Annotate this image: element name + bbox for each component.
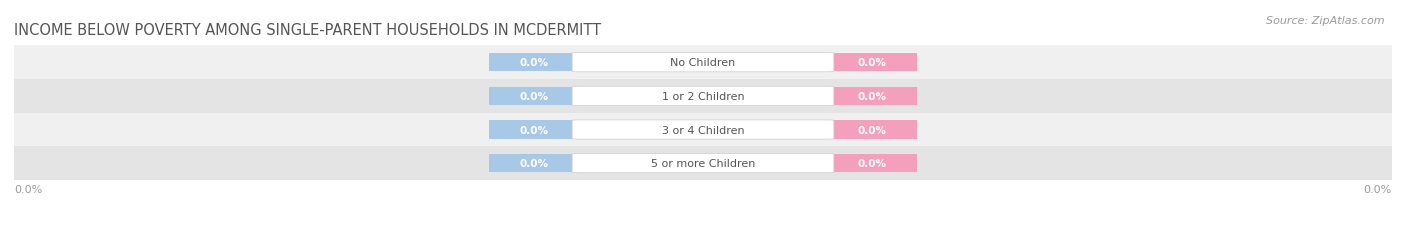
Text: 0.0%: 0.0% [520, 125, 548, 135]
Text: 0.0%: 0.0% [858, 158, 886, 168]
Bar [14, 113, 1392, 147]
FancyBboxPatch shape [572, 120, 834, 140]
Bar [489, 154, 579, 173]
Text: Source: ZipAtlas.com: Source: ZipAtlas.com [1267, 16, 1385, 26]
FancyBboxPatch shape [572, 154, 834, 173]
Bar [14, 46, 1392, 80]
Text: 5 or more Children: 5 or more Children [651, 158, 755, 168]
Text: 0.0%: 0.0% [520, 58, 548, 68]
Bar [827, 154, 917, 173]
FancyBboxPatch shape [572, 87, 834, 106]
Bar [489, 87, 579, 106]
Bar [827, 54, 917, 72]
Text: 0.0%: 0.0% [14, 184, 42, 194]
Bar [489, 54, 579, 72]
Bar [489, 121, 579, 139]
Text: 0.0%: 0.0% [858, 58, 886, 68]
Text: 0.0%: 0.0% [520, 158, 548, 168]
Text: 0.0%: 0.0% [520, 91, 548, 101]
Bar [827, 121, 917, 139]
Text: 0.0%: 0.0% [858, 91, 886, 101]
Text: 3 or 4 Children: 3 or 4 Children [662, 125, 744, 135]
Legend: Single Father, Single Mother: Single Father, Single Mother [596, 229, 810, 231]
Text: 0.0%: 0.0% [858, 125, 886, 135]
Text: No Children: No Children [671, 58, 735, 68]
Text: 0.0%: 0.0% [1364, 184, 1392, 194]
Bar [14, 80, 1392, 113]
Text: 1 or 2 Children: 1 or 2 Children [662, 91, 744, 101]
Text: INCOME BELOW POVERTY AMONG SINGLE-PARENT HOUSEHOLDS IN MCDERMITT: INCOME BELOW POVERTY AMONG SINGLE-PARENT… [14, 23, 602, 38]
Bar [14, 147, 1392, 180]
FancyBboxPatch shape [572, 53, 834, 73]
Bar [827, 87, 917, 106]
